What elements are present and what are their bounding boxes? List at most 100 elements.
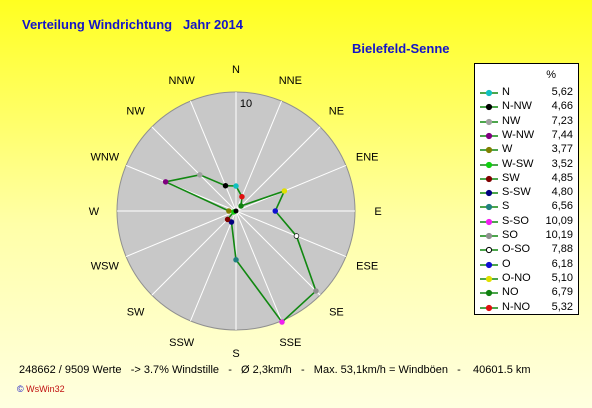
legend-item: W 3,77 <box>475 143 578 157</box>
legend-item: S-SW 4,80 <box>475 186 578 200</box>
legend-value: 10,19 <box>545 229 573 241</box>
software-credit: © WsWin32 <box>17 384 65 394</box>
direction-label-ene: ENE <box>356 152 379 164</box>
legend-label: O <box>502 257 511 270</box>
data-point-s <box>233 257 239 263</box>
legend-label: O-NO <box>502 271 531 284</box>
legend-item: SW 4,85 <box>475 172 578 186</box>
direction-label-nne: NNE <box>279 75 302 87</box>
legend-value: 6,18 <box>551 257 573 270</box>
legend-marker <box>480 189 498 197</box>
legend-label: N <box>502 86 510 98</box>
data-point-ne <box>238 203 244 209</box>
data-point-sse <box>279 319 285 325</box>
spoke-nnw <box>189 100 237 212</box>
direction-label-wsw: WSW <box>91 260 120 272</box>
data-point-wnw <box>162 179 169 185</box>
summary-footer: 248662 / 9509 Werte -> 3.7% Windstille -… <box>19 364 531 376</box>
legend-item: SO 10,19 <box>475 229 578 243</box>
legend-value: 3,52 <box>551 157 573 170</box>
legend-value: 7,44 <box>551 128 573 141</box>
legend-marker <box>480 132 498 139</box>
legend-value: 4,80 <box>551 186 573 199</box>
spoke-wsw <box>125 210 237 258</box>
legend-marker <box>480 89 498 97</box>
legend-unit: % <box>546 69 556 81</box>
legend-item: NO 6,79 <box>475 286 578 300</box>
data-point-ene <box>281 188 288 194</box>
legend-marker <box>480 275 498 282</box>
legend-item: W-NW 7,44 <box>475 129 578 143</box>
spoke-se <box>235 210 321 296</box>
legend-item: S 6,56 <box>475 200 578 214</box>
direction-label-se: SE <box>329 306 344 318</box>
ring-max-label: 10 <box>240 98 252 110</box>
legend-value: 4,85 <box>551 171 573 184</box>
spoke-sw <box>151 210 237 296</box>
legend-marker <box>480 247 498 254</box>
direction-label-ne: NE <box>329 106 344 118</box>
direction-label-s: S <box>232 348 239 360</box>
spoke-ne <box>235 126 321 212</box>
legend-label: W-NW <box>502 128 535 141</box>
data-point-e <box>272 208 279 214</box>
legend-value: 7,88 <box>551 243 573 256</box>
legend-value: 6,56 <box>551 200 573 213</box>
direction-label-ese: ESE <box>356 260 378 272</box>
direction-label-n: N <box>232 64 240 76</box>
legend-value: 3,77 <box>551 143 573 156</box>
legend-label: O-SO <box>502 243 531 256</box>
spoke-sse <box>235 210 283 322</box>
copyright-mark: © <box>17 384 24 394</box>
legend-item: O 6,18 <box>475 258 578 272</box>
legend-label: S <box>502 200 510 213</box>
legend-marker <box>480 118 498 125</box>
legend-value: 4,66 <box>551 100 573 113</box>
data-point-nne <box>239 193 245 200</box>
legend-item: O-NO 5,10 <box>475 272 578 286</box>
legend-label: N-NW <box>502 100 532 113</box>
legend-marker <box>480 232 498 240</box>
legend-item: W-SW 3,52 <box>475 158 578 172</box>
data-point-sw <box>224 216 231 223</box>
software-name: WsWin32 <box>26 384 65 394</box>
legend-item: N-NO 5,32 <box>475 301 578 315</box>
chart-title: Verteilung Windrichtung Jahr 2014 <box>22 17 243 32</box>
legend-label: NO <box>502 286 519 299</box>
legend-label: SW <box>502 171 520 184</box>
legend-item: N-NW 4,66 <box>475 100 578 114</box>
legend-marker <box>480 147 498 154</box>
spoke-ese <box>235 210 347 258</box>
data-point-n <box>233 183 239 189</box>
legend-marker <box>480 218 498 225</box>
data-point-nw <box>197 172 203 178</box>
legend: % N 5,62 N-NW 4,66 NW 7,23 W-NW 7,44 W 3,77 W-SW 3,… <box>474 63 579 315</box>
data-point-w <box>226 208 232 214</box>
direction-label-nnw: NNW <box>169 75 196 87</box>
legend-value: 5,62 <box>551 86 573 98</box>
legend-item: NW 7,23 <box>475 115 578 129</box>
data-point-se <box>313 288 319 294</box>
data-point-ssw <box>228 219 235 225</box>
legend-label: W-SW <box>502 157 534 170</box>
legend-item: N 5,62 <box>475 86 578 100</box>
legend-value: 6,79 <box>551 286 573 299</box>
spoke-nne <box>235 100 283 212</box>
legend-marker <box>480 204 498 211</box>
legend-label: NW <box>502 114 521 127</box>
direction-label-ssw: SSW <box>169 337 195 349</box>
legend-marker <box>480 261 498 268</box>
legend-value: 7,23 <box>551 114 573 127</box>
direction-label-e: E <box>374 206 381 218</box>
data-point-nnw <box>222 182 229 189</box>
spoke-ssw <box>189 210 237 322</box>
legend-value: 5,10 <box>551 271 573 284</box>
station-name: Bielefeld-Senne <box>352 41 450 56</box>
legend-item: O-SO 7,88 <box>475 243 578 257</box>
legend-value: 10,09 <box>545 214 573 227</box>
legend-label: S-SO <box>502 214 529 227</box>
legend-label: SO <box>502 229 518 241</box>
legend-marker <box>480 304 498 311</box>
legend-marker <box>480 104 498 111</box>
